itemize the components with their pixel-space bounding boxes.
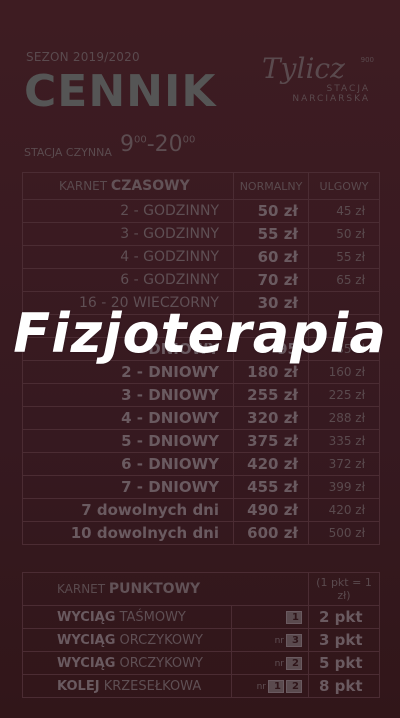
row-reduced-price: 335 zł xyxy=(308,429,380,453)
points-note: (1 pkt = 1 zł) xyxy=(308,572,380,606)
logo-altitude: 900 xyxy=(360,56,374,64)
season-label: SEZON 2019/2020 xyxy=(26,50,140,64)
row-name: 2 - GODZINNY xyxy=(22,199,234,223)
lift-number-box: 3 xyxy=(286,633,302,647)
table-row: 2 - DNIOWY 180 zł 160 zł xyxy=(22,360,380,384)
table-row: 6 - GODZINNY 70 zł 65 zł xyxy=(22,268,380,292)
lift-points: 5 pkt xyxy=(308,651,380,675)
row-name: 4 - GODZINNY xyxy=(22,245,234,269)
row-normal-price: 320 zł xyxy=(233,406,309,430)
row-name: 4 - DNIOWY xyxy=(22,406,234,430)
row-normal-price: 490 zł xyxy=(233,498,309,522)
row-name: - DNIOWY xyxy=(22,337,234,361)
lift-name: WYCIĄG TAŚMOWY xyxy=(22,605,232,629)
row-name: 3 - DNIOWY xyxy=(22,383,234,407)
col-normal: NORMALNY xyxy=(233,172,309,200)
row-normal-price: 60 zł xyxy=(233,245,309,269)
row-reduced-price: 50 zł xyxy=(308,222,380,246)
table-row: WYCIĄG TAŚMOWY 1 2 pkt xyxy=(22,605,380,629)
row-name: 7 dowolnych dni xyxy=(22,498,234,522)
row-normal-price: 600 zł xyxy=(233,521,309,545)
row-name: 3 - GODZINNY xyxy=(22,222,234,246)
table-row: 4 - GODZINNY 60 zł 55 zł xyxy=(22,245,380,269)
row-reduced-price: 55 zł xyxy=(308,245,380,269)
row-normal-price: 55 zł xyxy=(233,222,309,246)
logo-word: Tylicz xyxy=(262,52,345,85)
lift-number-box: 1 xyxy=(286,610,302,624)
time-table-header: KARNET CZASOWY NORMALNY ULGOWY xyxy=(22,172,380,200)
row-normal-price: 375 zł xyxy=(233,429,309,453)
row-name: 5 - DNIOWY xyxy=(22,429,234,453)
table-row: 2 - GODZINNY 50 zł 45 zł xyxy=(22,199,380,223)
table-row: WYCIĄG ORCZYKOWY nr 2 5 pkt xyxy=(22,651,380,675)
overlay-title: Fizjoterapia xyxy=(13,302,387,365)
time-table-title: KARNET CZASOWY xyxy=(22,172,234,200)
row-reduced-price: 420 zł xyxy=(308,498,380,522)
row-normal-price: 455 zł xyxy=(233,475,309,499)
time-pass-table: KARNET CZASOWY NORMALNY ULGOWY 2 - GODZI… xyxy=(22,172,380,545)
row-normal-price: 255 zł xyxy=(233,383,309,407)
lift-number: 1 xyxy=(231,605,309,629)
table-row: - DNIOWY 95 85 zł xyxy=(22,337,380,361)
row-reduced-price: 399 zł xyxy=(308,475,380,499)
col-reduced: ULGOWY xyxy=(308,172,380,200)
table-row: 3 - GODZINNY 55 zł 50 zł xyxy=(22,222,380,246)
row-reduced-price: 225 zł xyxy=(308,383,380,407)
row-normal-price: 420 zł xyxy=(233,452,309,476)
row-reduced-price: 65 zł xyxy=(308,268,380,292)
row-name: 2 - DNIOWY xyxy=(22,360,234,384)
lift-name: KOLEJ KRZESEŁKOWA xyxy=(22,674,232,698)
table-row: 7 dowolnych dni 490 zł 420 zł xyxy=(22,498,380,522)
row-name: 6 - DNIOWY xyxy=(22,452,234,476)
lift-number: nr 2 xyxy=(231,651,309,675)
lift-name: WYCIĄG ORCZYKOWY xyxy=(22,628,232,652)
lift-points: 3 pkt xyxy=(308,628,380,652)
row-normal-price: 70 zł xyxy=(233,268,309,292)
table-row: 3 - DNIOWY 255 zł 225 zł xyxy=(22,383,380,407)
row-name: 16 - 20 WIECZORNY xyxy=(22,291,234,315)
tylicz-logo: Tylicz 900 STACJA NARCIARSKA xyxy=(256,50,380,110)
opening-hours: 900-2000 xyxy=(120,132,195,157)
row-name: 6 - GODZINNY xyxy=(22,268,234,292)
row-normal-price: 50 zł xyxy=(233,199,309,223)
hours-separator: -20 xyxy=(146,132,183,157)
hours-end-sup: 00 xyxy=(182,134,196,146)
row-normal-price: 30 zł xyxy=(233,291,309,315)
points-table-header: KARNET PUNKTOWY (1 pkt = 1 zł) xyxy=(22,572,380,606)
page-title: CENNIK xyxy=(24,66,217,117)
table-row: 4 - DNIOWY 320 zł 288 zł xyxy=(22,406,380,430)
row-name: 10 dowolnych dni xyxy=(22,521,234,545)
lift-name: WYCIĄG ORCZYKOWY xyxy=(22,651,232,675)
logo-sub-station: STACJA xyxy=(326,84,370,94)
table-row: WYCIĄG ORCZYKOWY nr 3 3 pkt xyxy=(22,628,380,652)
points-pass-table: KARNET PUNKTOWY (1 pkt = 1 zł) WYCIĄG TA… xyxy=(22,572,380,698)
station-open-label: STACJA CZYNNA xyxy=(24,146,112,159)
table-row: 10 dowolnych dni 600 zł 500 zł xyxy=(22,521,380,545)
table-row: 5 - DNIOWY 375 zł 335 zł xyxy=(22,429,380,453)
table-row: KOLEJ KRZESEŁKOWA nr 1 2 8 pkt xyxy=(22,674,380,698)
hours-start: 9 xyxy=(120,132,134,157)
table-row: 16 - 20 WIECZORNY 30 zł xyxy=(22,291,380,315)
row-reduced-price: 500 zł xyxy=(308,521,380,545)
table-row: 7 - DNIOWY 455 zł 399 zł xyxy=(22,475,380,499)
lift-points: 8 pkt xyxy=(308,674,380,698)
row-name: 7 - DNIOWY xyxy=(22,475,234,499)
lift-number: nr 1 2 xyxy=(231,674,309,698)
table-row: 6 - DNIOWY 420 zł 372 zł xyxy=(22,452,380,476)
row-reduced-price: 160 zł xyxy=(308,360,380,384)
logo-sub-ski: NARCIARSKA xyxy=(292,94,370,104)
hours-start-sup: 00 xyxy=(134,134,147,146)
row-reduced-price: 288 zł xyxy=(308,406,380,430)
lift-number-box: 2 xyxy=(286,656,302,670)
row-normal-price: 95 xyxy=(233,337,309,361)
lift-number-box: 1 xyxy=(268,679,284,693)
lift-number-box: 2 xyxy=(286,679,302,693)
lift-points: 2 pkt xyxy=(308,605,380,629)
row-reduced-price: 45 zł xyxy=(308,199,380,223)
points-table-title: KARNET PUNKTOWY xyxy=(22,572,309,606)
lift-number: nr 3 xyxy=(231,628,309,652)
row-reduced-price: 372 zł xyxy=(308,452,380,476)
